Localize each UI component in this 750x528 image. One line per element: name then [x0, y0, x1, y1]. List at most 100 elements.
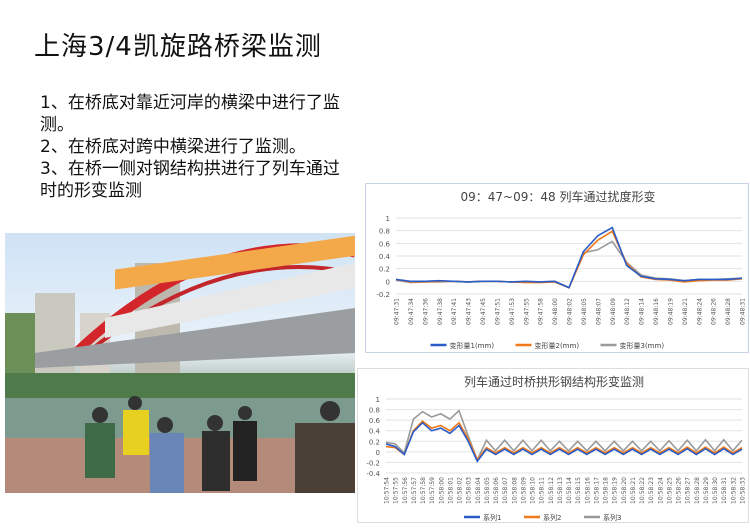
- x-tick-label: 10:57:55: [393, 477, 400, 504]
- series-line: [395, 230, 743, 289]
- x-tick-label: 09:47:38: [437, 298, 444, 325]
- bullet-item: 3、在桥一侧对钢结构拱进行了列车通过时的形变监测: [40, 159, 340, 201]
- y-tick-label: 0.6: [379, 240, 391, 248]
- x-tick-label: 09:47:58: [538, 298, 545, 325]
- x-tick-label: 09:48:16: [653, 298, 660, 325]
- x-tick-label: 10:58:21: [630, 477, 637, 504]
- y-tick-label: 1: [376, 396, 380, 404]
- x-tick-label: 10:58:04: [475, 477, 482, 504]
- x-tick-label: 10:58:15: [575, 477, 582, 504]
- series-line: [395, 226, 743, 289]
- x-tick-label: 09:47:45: [480, 298, 487, 325]
- x-tick-label: 09:48:07: [595, 298, 602, 325]
- y-tick-label: 0.6: [369, 417, 381, 425]
- y-tick-label: 0.2: [379, 266, 390, 274]
- bridge-photo: [5, 233, 355, 493]
- x-tick-label: 09:48:02: [567, 298, 574, 325]
- slide-title: 上海3/4凯旋路桥梁监测: [34, 32, 322, 62]
- y-tick-label: 1: [386, 215, 390, 223]
- bullet-item: 1、在桥底对靠近河岸的横梁中进行了监测。: [40, 93, 340, 135]
- x-tick-label: 10:58:06: [493, 477, 500, 504]
- x-tick-label: 09:47:51: [494, 298, 501, 325]
- y-tick-label: 0.2: [369, 438, 380, 446]
- x-tick-label: 09:47:31: [394, 298, 401, 325]
- x-tick-label: 09:48:31: [740, 298, 747, 325]
- y-tick-label: 0: [376, 449, 380, 457]
- x-tick-label: 10:58:11: [539, 477, 546, 504]
- series-line: [385, 421, 743, 463]
- x-tick-label: 10:58:29: [703, 477, 710, 504]
- x-tick-label: 10:58:31: [721, 477, 728, 504]
- x-tick-label: 10:58:05: [484, 477, 491, 504]
- x-tick-label: 09:48:28: [725, 298, 732, 325]
- deflection-chart: 09：47~09：48 列车通过扰度形变 -0.2 0 0.2 0.4 0.6 0.8 1 09…: [365, 183, 749, 353]
- x-tick-label: 09:47:55: [523, 298, 530, 325]
- x-tick-label: 10:58:32: [730, 477, 737, 504]
- x-tick-label: 10:57:58: [420, 477, 427, 504]
- x-tick-label: 09:47:34: [408, 298, 415, 325]
- x-tick-label: 10:58:02: [457, 477, 464, 504]
- y-tick-label: 0.4: [369, 428, 381, 436]
- y-tick-label: 0.8: [369, 407, 380, 415]
- x-tick-label: 10:58:07: [502, 477, 509, 504]
- x-tick-label: 09:48:21: [682, 298, 689, 325]
- x-tick-label: 10:58:28: [694, 477, 701, 504]
- x-tick-label: 09:47:43: [466, 298, 473, 325]
- y-tick-label: 0.8: [379, 228, 390, 236]
- x-tick-label: 09:48:14: [639, 298, 646, 325]
- bullet-list: 1、在桥底对靠近河岸的横梁中进行了监测。 2、在桥底对跨中横梁进行了监测。 3、…: [40, 92, 350, 202]
- x-tick-label: 10:58:20: [621, 477, 628, 504]
- x-tick-label: 10:58:12: [548, 477, 555, 504]
- legend-label: 变形量3(mm): [620, 341, 665, 350]
- x-tick-label: 09:48:24: [696, 298, 703, 325]
- legend-label: 系列1: [483, 513, 501, 522]
- x-tick-label: 10:58:22: [639, 477, 646, 504]
- x-tick-label: 09:48:26: [711, 298, 718, 325]
- x-tick-label: 10:58:33: [740, 477, 747, 504]
- y-tick-label: -0.2: [376, 291, 390, 299]
- x-tick-label: 09:47:36: [422, 298, 429, 325]
- x-tick-label: 10:57:56: [402, 477, 409, 504]
- x-tick-label: 10:57:59: [429, 477, 436, 504]
- x-tick-label: 10:57:54: [384, 477, 391, 504]
- x-tick-label: 09:47:53: [509, 298, 516, 325]
- chart-title: 09：47~09：48 列车通过扰度形变: [461, 189, 656, 204]
- x-tick-label: 10:58:01: [447, 477, 454, 504]
- x-tick-label: 09:48:12: [624, 298, 631, 325]
- x-tick-label: 09:48:09: [610, 298, 617, 325]
- x-tick-label: 10:58:27: [685, 477, 692, 504]
- x-tick-label: 10:58:19: [612, 477, 619, 504]
- x-tick-label: 10:58:24: [657, 477, 664, 504]
- x-tick-label: 10:58:08: [511, 477, 518, 504]
- y-tick-label: 0.4: [379, 253, 391, 261]
- x-tick-label: 10:58:18: [603, 477, 610, 504]
- x-tick-label: 10:58:26: [676, 477, 683, 504]
- x-tick-label: 09:47:41: [451, 298, 458, 325]
- x-tick-label: 10:58:10: [530, 477, 537, 504]
- x-tick-label: 10:58:03: [466, 477, 473, 504]
- legend-label: 变形量2(mm): [535, 341, 580, 350]
- y-tick-label: -0.2: [366, 459, 380, 467]
- x-tick-label: 10:58:25: [666, 477, 673, 504]
- x-tick-label: 09:48:19: [667, 298, 674, 325]
- legend-label: 系列2: [543, 513, 561, 522]
- x-tick-label: 09:48:05: [581, 298, 588, 325]
- legend-label: 系列3: [603, 513, 621, 522]
- y-tick-label: 0: [386, 278, 390, 286]
- x-tick-label: 10:58:14: [566, 477, 573, 504]
- bullet-item: 2、在桥底对跨中横梁进行了监测。: [40, 137, 306, 157]
- x-tick-label: 10:58:13: [557, 477, 564, 504]
- x-tick-label: 10:58:16: [584, 477, 591, 504]
- x-tick-label: 09:48:00: [552, 298, 559, 325]
- arch-deformation-chart: 列车通过时桥拱形钢结构形变监测 -0.4 -0.2 0 0.2 0.4 0.6 0.8 1 10:…: [357, 368, 749, 523]
- x-tick-label: 10:57:57: [411, 477, 418, 504]
- x-tick-label: 10:58:23: [648, 477, 655, 504]
- series-line: [385, 409, 743, 462]
- series-line: [385, 420, 743, 462]
- x-tick-label: 10:58:17: [593, 477, 600, 504]
- x-tick-label: 10:58:09: [520, 477, 527, 504]
- chart-title: 列车通过时桥拱形钢结构形变监测: [464, 374, 644, 389]
- x-tick-label: 10:58:00: [438, 477, 445, 504]
- y-tick-label: -0.4: [366, 470, 380, 478]
- legend-label: 变形量1(mm): [450, 341, 495, 350]
